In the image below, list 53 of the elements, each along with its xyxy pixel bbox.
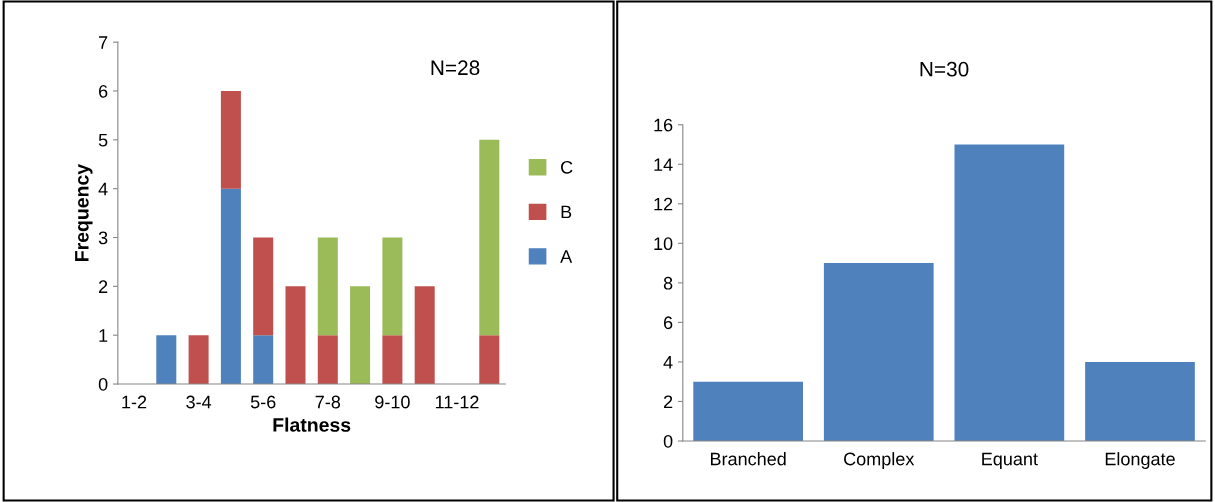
bar — [220, 188, 241, 385]
y-tick-label: 4 — [663, 356, 673, 369]
y-tick-label: 3 — [98, 231, 108, 245]
bar — [188, 335, 209, 385]
text: N=30 — [920, 61, 969, 77]
x-tick-label: 3-4 — [186, 395, 212, 409]
y-tick-label: 2 — [663, 395, 673, 409]
x-tick-label: Branched — [710, 452, 786, 466]
x-tick-label: 9-10 — [375, 395, 410, 409]
bar — [382, 335, 403, 385]
x-tick-label: 11-12 — [435, 395, 479, 409]
x-tick-label: 1-2 — [122, 395, 147, 409]
y-tick-label: 5 — [98, 133, 108, 147]
bar — [253, 237, 274, 336]
y-tick-label: 4 — [98, 182, 108, 196]
bar — [156, 335, 177, 385]
y-tick-label: 1 — [99, 329, 108, 342]
bar — [350, 286, 371, 385]
bar — [220, 91, 241, 189]
bar — [382, 237, 403, 336]
y-tick-label: 10 — [654, 237, 673, 251]
y-tick-label: 7 — [99, 36, 108, 49]
y-tick-label: 0 — [98, 377, 108, 391]
legend-label: B — [561, 205, 572, 219]
y-tick-label: 14 — [654, 158, 673, 171]
bar — [479, 139, 500, 336]
bar — [1085, 361, 1195, 442]
y-tick-label: 12 — [654, 197, 673, 211]
y-tick-label: 8 — [663, 276, 673, 290]
legend-label: A — [560, 250, 573, 263]
bar — [253, 335, 274, 385]
x-axis-title: Flatness — [273, 417, 351, 432]
bar — [317, 335, 338, 385]
y-axis-title: Frequency — [75, 164, 93, 261]
annotation: N=28 — [431, 60, 480, 76]
bar — [479, 335, 500, 385]
y-tick-label: 16 — [654, 118, 673, 132]
bar — [317, 237, 338, 336]
y-tick-label: 6 — [99, 84, 108, 98]
x-tick-label: Complex — [844, 452, 915, 469]
y-tick-label: 0 — [663, 434, 673, 448]
bar — [693, 381, 803, 442]
bar — [285, 286, 306, 385]
bar — [954, 144, 1065, 442]
legend-label: C — [561, 160, 573, 174]
x-tick-label: Elongate — [1105, 452, 1175, 469]
bar — [823, 263, 934, 442]
x-tick-label: 7-8 — [315, 395, 341, 409]
x-tick-label: 5-6 — [250, 395, 276, 409]
y-tick-label: 6 — [663, 316, 673, 330]
bar — [414, 286, 435, 385]
y-tick-label: 2 — [99, 280, 108, 293]
x-tick-label: Equant — [982, 452, 1038, 469]
